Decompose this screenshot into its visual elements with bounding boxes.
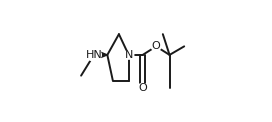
- Polygon shape: [101, 52, 107, 58]
- Ellipse shape: [123, 51, 134, 59]
- Ellipse shape: [86, 49, 101, 61]
- Text: HN: HN: [85, 50, 102, 60]
- Text: O: O: [138, 83, 147, 93]
- Ellipse shape: [151, 42, 161, 51]
- Text: O: O: [152, 41, 160, 51]
- Text: N: N: [125, 50, 133, 60]
- Ellipse shape: [138, 84, 148, 92]
